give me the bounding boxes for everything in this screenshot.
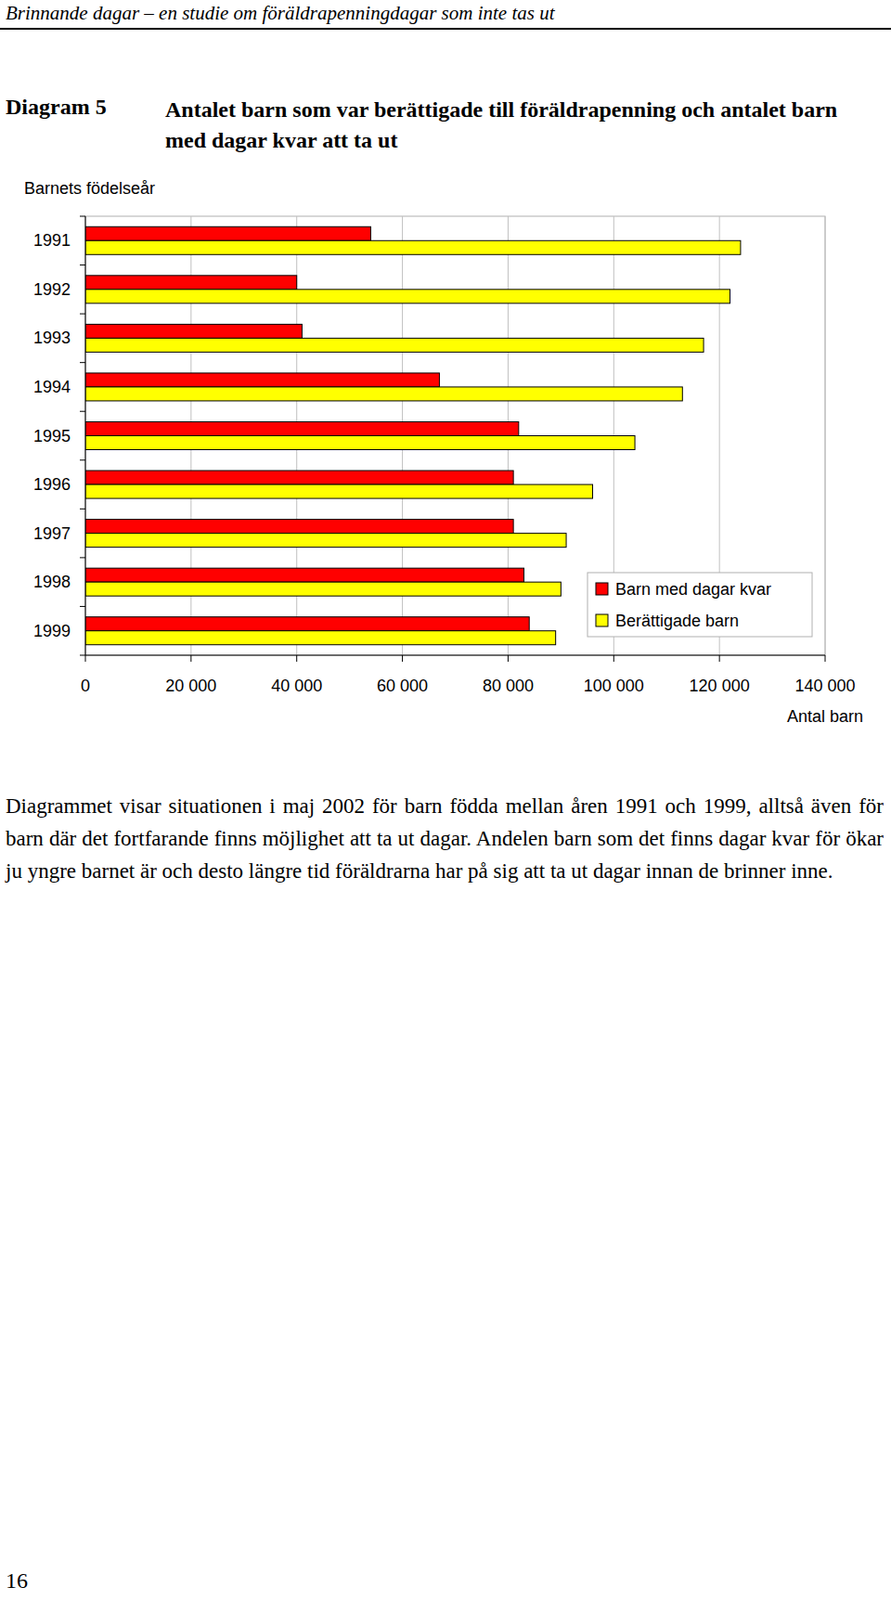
category-label: 1993: [33, 328, 71, 348]
bar: [85, 337, 704, 352]
x-tick: [825, 655, 827, 662]
category-label: 1996: [33, 475, 71, 494]
y-tick: [79, 411, 86, 413]
x-tick-label: 100 000: [583, 676, 645, 696]
bar: [85, 631, 556, 646]
x-tick-label: 0: [80, 676, 91, 696]
x-tick-label: 60 000: [376, 676, 428, 696]
x-axis-label: Antal barn: [787, 707, 864, 726]
bar: [85, 373, 440, 388]
header-rule: [0, 27, 891, 30]
legend-label: Berättigade barn: [615, 611, 739, 631]
legend-swatch: [595, 582, 608, 595]
x-tick: [507, 655, 509, 662]
y-tick: [79, 313, 86, 315]
bar: [85, 617, 530, 632]
bar: [85, 484, 594, 499]
bar: [85, 387, 683, 401]
x-tick-label: 80 000: [482, 676, 534, 696]
figure-label: Diagram 5: [5, 94, 107, 120]
bar: [85, 323, 302, 338]
grid-line: [825, 216, 827, 656]
bar: [85, 226, 371, 241]
y-axis: [85, 216, 87, 656]
x-axis: [85, 655, 826, 657]
y-tick: [79, 655, 86, 657]
bar: [85, 581, 561, 596]
bar: [85, 470, 514, 485]
legend-label: Barn med dagar kvar: [615, 580, 772, 599]
running-header: Brinnande dagar – en studie om föräldrap…: [5, 1, 556, 26]
legend-box: [587, 572, 813, 637]
bar: [85, 422, 519, 437]
bar: [85, 240, 741, 255]
grid-line: [85, 216, 87, 656]
y-tick: [79, 361, 86, 363]
category-label: 1999: [33, 621, 71, 641]
y-tick: [79, 459, 86, 461]
bar: [85, 568, 525, 582]
x-tick-label: 140 000: [794, 676, 855, 696]
category-label: 1992: [33, 280, 71, 299]
y-tick: [79, 264, 86, 266]
category-label: 1995: [33, 426, 71, 446]
chart-title: Antalet barn som var berättigade till fö…: [165, 94, 871, 156]
bar: [85, 436, 635, 451]
x-tick: [613, 655, 615, 662]
y-tick: [79, 216, 86, 218]
x-tick-label: 20 000: [165, 676, 217, 696]
chart: 0 20 000 40 000 60 000 80 000 100 000 120 000 1…: [0, 0, 891, 762]
x-tick: [401, 655, 403, 662]
bar: [85, 289, 731, 304]
legend-swatch: [595, 614, 608, 627]
x-tick: [85, 655, 87, 662]
category-label: 1994: [33, 377, 71, 397]
bar: [85, 519, 514, 534]
y-axis-label: Barnets födelseår: [24, 179, 155, 199]
category-label: 1991: [33, 231, 71, 250]
plot-frame: [85, 216, 826, 656]
page-number: 16: [5, 1568, 28, 1594]
x-tick-label: 40 000: [271, 676, 323, 696]
x-tick: [190, 655, 192, 662]
y-tick: [79, 508, 86, 510]
y-tick: [79, 556, 86, 558]
category-label: 1998: [33, 572, 71, 592]
bar: [85, 533, 567, 548]
category-label: 1997: [33, 524, 71, 543]
x-tick: [296, 655, 297, 662]
x-tick-label: 120 000: [689, 676, 750, 696]
x-tick: [719, 655, 721, 662]
body-paragraph: Diagrammet visar situationen i maj 2002 …: [5, 789, 884, 888]
bar: [85, 275, 297, 290]
y-tick: [79, 606, 86, 607]
legend: Barn med dagar kvar Berättigade barn: [587, 572, 813, 637]
